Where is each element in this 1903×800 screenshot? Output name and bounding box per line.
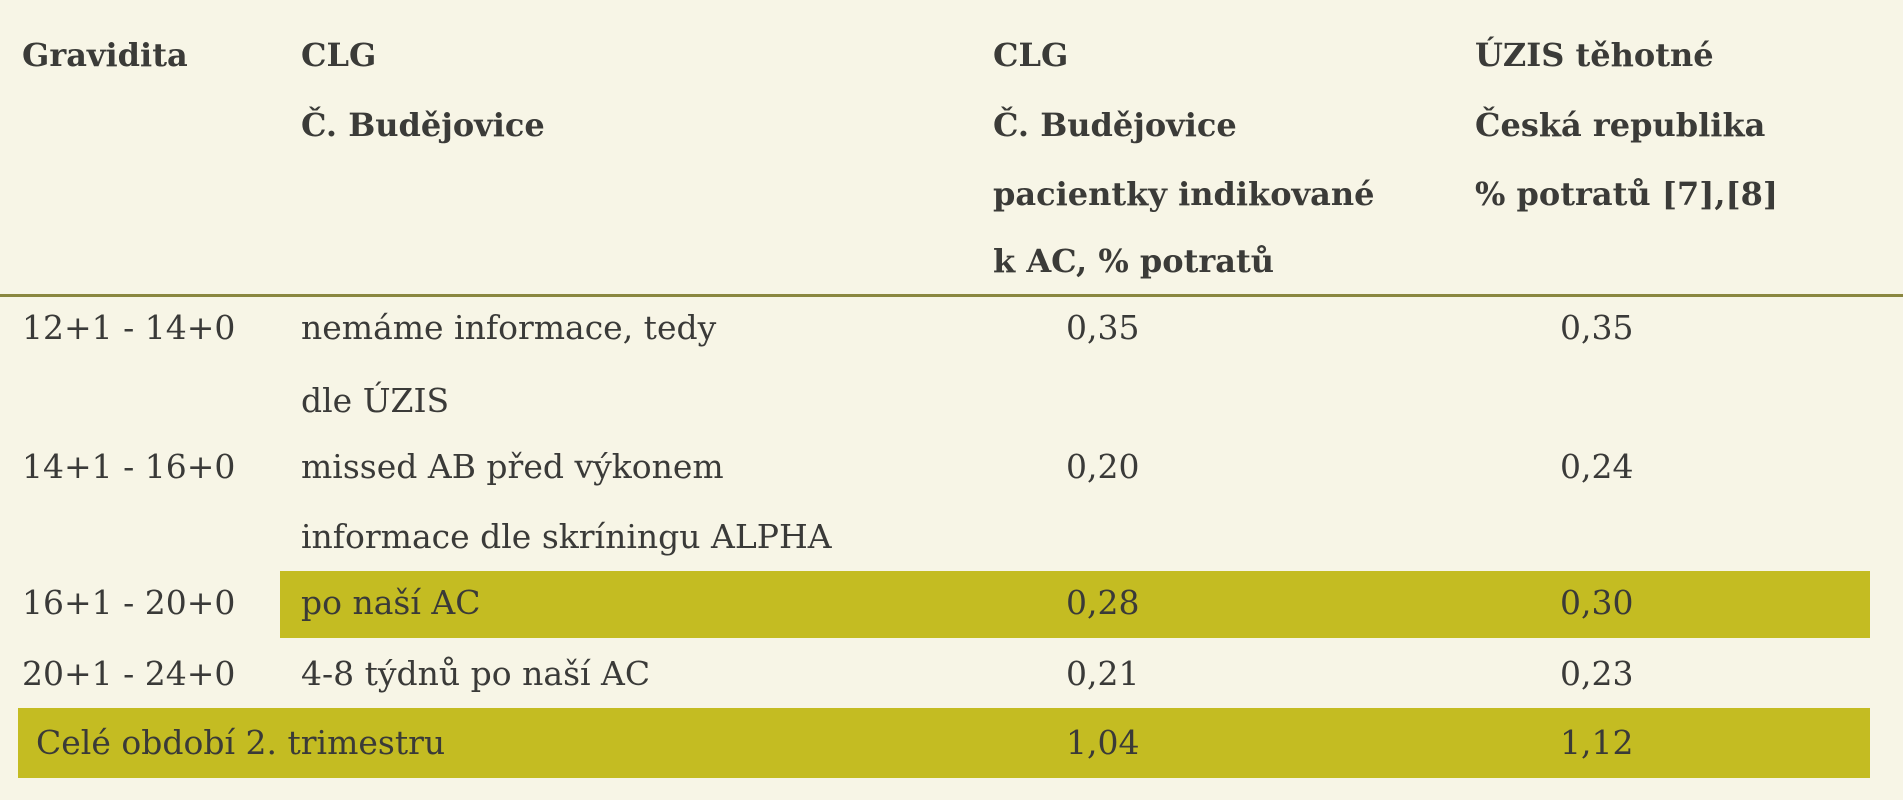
cell: 0,28 — [1066, 583, 1140, 622]
row-highlight — [18, 708, 1870, 778]
cell: 14+1 - 16+0 — [22, 447, 236, 486]
cell: 1,12 — [1560, 723, 1634, 762]
header-cell: Č. Budějovice — [993, 106, 1237, 144]
cell: 0,21 — [1066, 654, 1140, 693]
cell: nemáme informace, tedy — [301, 308, 717, 347]
cell: dle ÚZIS — [301, 381, 450, 420]
header-cell: ÚZIS těhotné — [1475, 36, 1714, 74]
cell: 0,35 — [1560, 308, 1634, 347]
cell: 0,35 — [1066, 308, 1140, 347]
header-cell: Česká republika — [1475, 106, 1766, 144]
cell: 1,04 — [1066, 723, 1140, 762]
header-rule — [0, 294, 1903, 297]
cell: informace dle skríningu ALPHA — [301, 517, 832, 556]
header-cell: Č. Budějovice — [301, 106, 545, 144]
cell: 12+1 - 14+0 — [22, 308, 236, 347]
header-cell: CLG — [301, 36, 377, 74]
cell: 16+1 - 20+0 — [22, 583, 236, 622]
row-highlight — [280, 571, 1870, 638]
cell: 0,30 — [1560, 583, 1634, 622]
cell: po naší AC — [301, 583, 481, 622]
header-cell: CLG — [993, 36, 1069, 74]
header-cell: % potratů [7],[8] — [1475, 175, 1779, 213]
cell: 20+1 - 24+0 — [22, 654, 236, 693]
cell: 0,20 — [1066, 447, 1140, 486]
cell: Celé období 2. trimestru — [36, 723, 446, 762]
cell: 4-8 týdnů po naší AC — [301, 654, 651, 693]
cell: 0,24 — [1560, 447, 1634, 486]
cell: missed AB před výkonem — [301, 447, 724, 486]
header-cell: pacientky indikované — [993, 175, 1375, 213]
header-cell: Gravidita — [22, 36, 188, 74]
header-cell: k AC, % potratů — [993, 242, 1275, 280]
cell: 0,23 — [1560, 654, 1634, 693]
